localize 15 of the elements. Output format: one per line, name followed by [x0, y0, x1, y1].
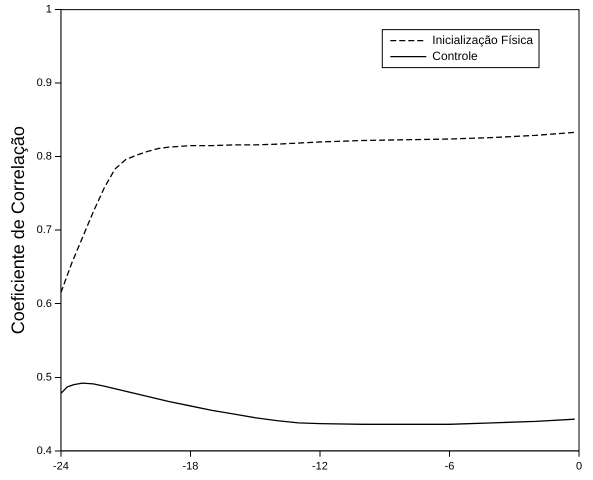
y-tick-label: 0.7: [36, 224, 52, 236]
y-tick-label: 0.4: [36, 444, 52, 457]
x-tick-label: -18: [182, 460, 198, 472]
x-tick-label: 0: [576, 460, 582, 472]
y-axis-title: Coeficiente de Correlação: [8, 126, 28, 334]
legend-label: Controle: [432, 48, 478, 63]
y-tick-label: 0.8: [36, 150, 52, 163]
y-tick-label: 0.9: [36, 77, 52, 90]
y-tick-label: 0.5: [36, 371, 52, 384]
x-tick-label: -6: [444, 460, 454, 472]
y-tick-label: 1: [46, 4, 52, 16]
x-tick-label: -24: [52, 460, 69, 472]
x-tick-label: -12: [312, 460, 328, 472]
legend-label: Inicialização Física: [432, 32, 534, 47]
y-tick-label: 0.6: [36, 298, 52, 310]
